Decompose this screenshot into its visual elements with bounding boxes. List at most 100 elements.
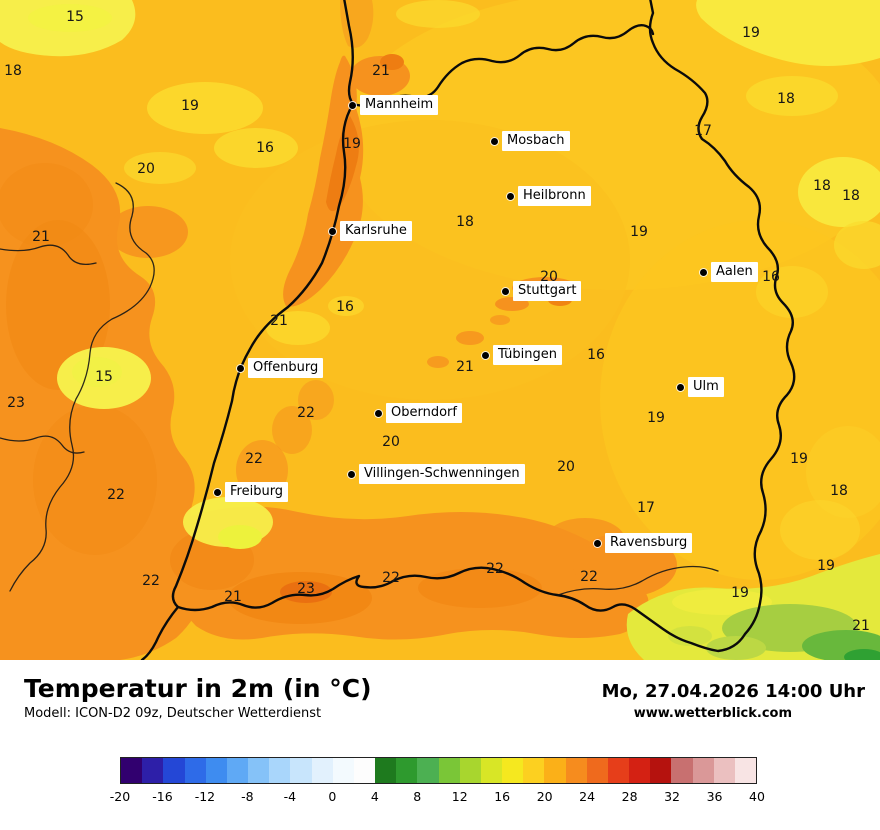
legend-tick-label: 40 [749,789,765,804]
city-marker: Freiburg [214,482,289,502]
city-label: Tübingen [493,345,562,365]
city-dot [349,101,356,109]
legend-tick-label: -12 [194,789,216,804]
temperature-value: 22 [142,573,160,589]
city-dot [348,470,355,478]
temperature-value: 20 [137,161,155,177]
city-label: Stuttgart [513,281,582,301]
temperature-value: 18 [777,91,795,107]
city-dot [329,227,336,235]
city-dot [502,287,509,295]
city-dot [482,351,489,359]
legend-color-segment [142,758,164,783]
legend-color-segment [417,758,439,783]
city-dot [594,539,601,547]
temperature-value: 22 [486,561,504,577]
legend-color-segment [671,758,693,783]
temperature-value: 18 [456,214,474,230]
temperature-value: 18 [842,188,860,204]
legend-color-segment [353,758,376,783]
temperature-value: 22 [382,570,400,586]
city-marker: Tübingen [482,345,562,365]
city-dot [237,364,244,372]
city-marker: Ravensburg [594,533,693,553]
temperature-legend: -20 -16 -12 -8 -4 0 4 8 12 16 20 24 28 32 36 40 [110,757,765,807]
legend-color-segment [586,758,608,783]
legend-color-segment [629,758,651,783]
legend-color-segment [480,758,503,783]
city-dot [375,409,382,417]
legend-color-segment [713,758,735,783]
city-marker: Villingen-Schwenningen [348,464,525,484]
city-label: Mosbach [502,131,570,151]
city-label: Karlsruhe [340,221,412,241]
legend-tick-label: 36 [706,789,723,804]
legend-colorbar [120,757,757,784]
city-label: Freiburg [225,482,289,502]
legend-color-segment [332,758,354,783]
legend-color-segment [438,758,460,783]
city-label: Ulm [688,377,724,397]
temperature-value: 19 [181,98,199,114]
temperature-value: 17 [694,123,712,139]
legend-color-segment [692,758,714,783]
legend-color-segment [269,758,291,783]
map-datetime: Mo, 27.04.2026 14:00 Uhr [601,681,865,702]
orange-regions [0,0,677,660]
temperature-value: 21 [852,618,870,634]
city-label: Aalen [711,262,758,282]
temperature-value: 22 [245,451,263,467]
city-dot [214,488,221,496]
temperature-value: 22 [297,405,315,421]
temperature-value: 19 [817,558,835,574]
model-info: Modell: ICON-D2 09z, Deutscher Wetterdie… [24,706,322,721]
city-label: Oberndorf [386,403,462,423]
temperature-value: 18 [4,63,22,79]
legend-tick-label: -8 [241,789,254,804]
temperature-map: 15 19 18 21 19 18 17 16 19 20 18 18 21 18 19 20 16 16 21 16… [0,0,880,660]
city-dot [677,383,684,391]
city-dot [491,137,498,145]
legend-tick-labels: -20 -16 -12 -8 -4 0 4 8 12 16 20 24 28 32 36 40 [110,789,765,807]
temperature-value: 15 [95,369,113,385]
legend-tick-label: 28 [621,789,638,804]
website-url: www.wetterblick.com [633,706,792,721]
city-marker: Aalen [700,262,758,282]
legend-color-segment [544,758,566,783]
city-dot [700,268,707,276]
map-svg [0,0,880,660]
legend-tick-label: 24 [579,789,596,804]
legend-color-segment [248,758,270,783]
yellow-regions [0,0,880,560]
legend-color-segment [523,758,545,783]
legend-color-segment [184,758,206,783]
legend-color-segment [565,758,587,783]
city-marker: Oberndorf [375,403,462,423]
legend-tick-label: -20 [109,789,131,804]
temperature-value: 20 [382,434,400,450]
map-footer: Temperatur in 2m (in °C) Mo, 27.04.2026 … [0,660,880,830]
legend-tick-label: -16 [152,789,173,804]
temperature-value: 19 [343,136,361,152]
map-title: Temperatur in 2m (in °C) [24,674,372,703]
city-dot [507,192,514,200]
temperature-value: 16 [336,299,354,315]
city-marker: Offenburg [237,358,324,378]
legend-color-segment [290,758,312,783]
city-marker: Stuttgart [502,281,582,301]
legend-tick-label: -4 [283,789,297,804]
city-marker: Mannheim [349,95,439,115]
city-label: Mannheim [360,95,439,115]
temperature-value: 19 [630,224,648,240]
legend-tick-label: 8 [413,789,422,804]
temperature-value: 19 [742,25,760,41]
legend-tick-label: 4 [370,789,379,804]
temperature-value: 17 [637,500,655,516]
temperature-value: 19 [790,451,808,467]
temperature-value: 16 [762,269,780,285]
legend-color-segment [311,758,333,783]
temperature-value: 21 [224,589,242,605]
city-label: Heilbronn [518,186,591,206]
legend-color-segment [502,758,524,783]
